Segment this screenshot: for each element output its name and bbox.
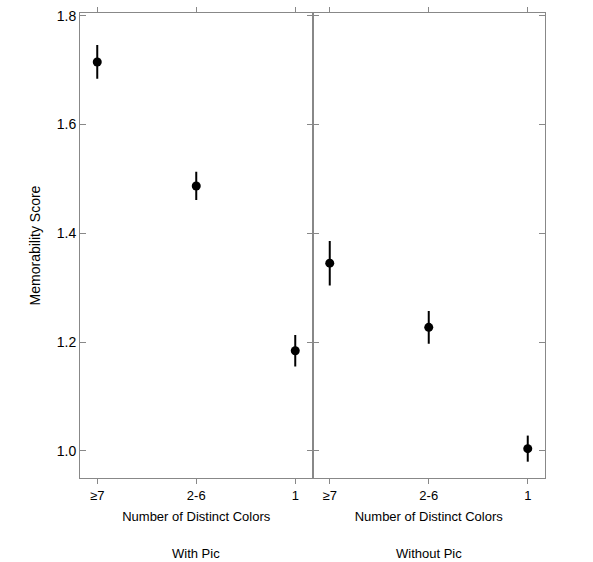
svg-text:Without Pic: Without Pic (396, 546, 462, 561)
svg-text:2-6: 2-6 (419, 488, 438, 503)
svg-text:1.6: 1.6 (57, 116, 77, 132)
svg-text:Number of Distinct Colors: Number of Distinct Colors (122, 509, 271, 524)
svg-text:1.4: 1.4 (57, 225, 77, 241)
svg-text:1: 1 (292, 488, 299, 503)
svg-text:1.8: 1.8 (57, 8, 77, 24)
svg-text:≥7: ≥7 (323, 488, 337, 503)
svg-text:1.2: 1.2 (57, 334, 77, 350)
svg-text:Number of Distinct Colors: Number of Distinct Colors (355, 509, 504, 524)
svg-text:1: 1 (524, 488, 531, 503)
svg-text:With Pic: With Pic (172, 546, 220, 561)
svg-text:1.0: 1.0 (57, 443, 77, 459)
svg-text:≥7: ≥7 (90, 488, 104, 503)
svg-text:Memorability Score: Memorability Score (27, 185, 43, 305)
svg-text:2-6: 2-6 (187, 488, 206, 503)
